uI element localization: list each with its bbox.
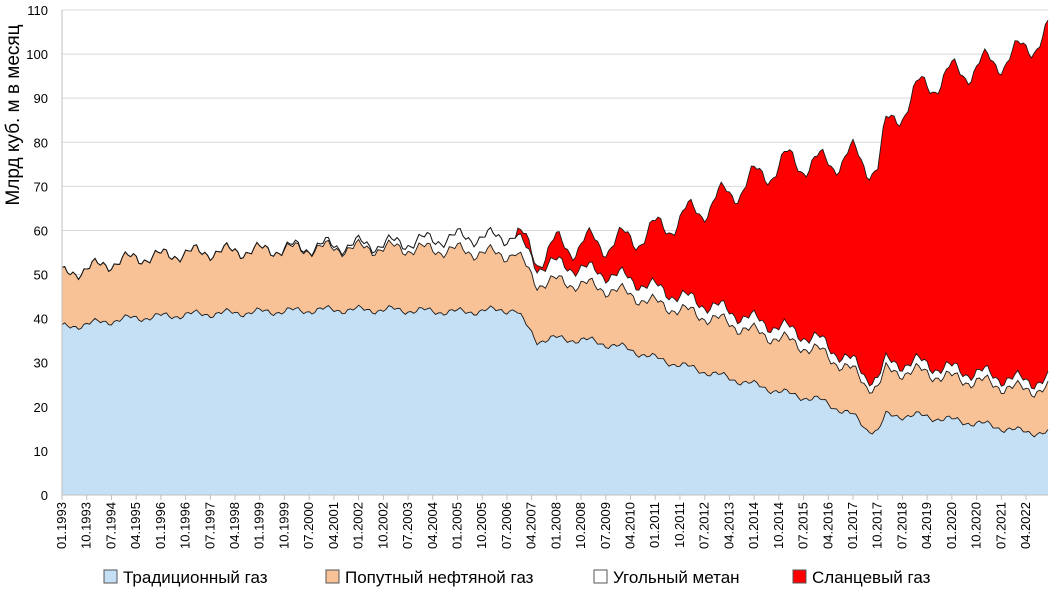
y-tick-label: 0 xyxy=(41,488,48,503)
x-tick-label: 07.1997 xyxy=(202,502,217,549)
x-tick-label: 10.2014 xyxy=(771,502,786,549)
series-area xyxy=(62,227,1048,398)
x-tick-label: 07.2018 xyxy=(894,502,909,549)
x-tick-label: 01.2005 xyxy=(449,502,464,549)
legend-swatch xyxy=(103,569,118,584)
x-tick-label: 07.2000 xyxy=(301,502,316,549)
legend: Традиционный газ Попутный нефтяной газ Уго… xyxy=(103,568,931,587)
x-tick-label: 04.1998 xyxy=(227,502,242,549)
x-tick-label: 10.2020 xyxy=(969,502,984,549)
series-areas xyxy=(61,19,1049,495)
x-tick-label: 01.2002 xyxy=(351,502,366,549)
y-tick-label: 10 xyxy=(34,444,48,459)
legend-swatch xyxy=(593,569,608,584)
x-tick-label: 10.2008 xyxy=(573,502,588,549)
y-tick-label: 70 xyxy=(34,179,48,194)
y-tick-label: 30 xyxy=(34,356,48,371)
x-tick-label: 07.2021 xyxy=(993,502,1008,549)
x-tick-label: 01.2017 xyxy=(845,502,860,549)
legend-label: Традиционный газ xyxy=(123,568,268,587)
x-tick-label: 04.1995 xyxy=(128,502,143,549)
x-tick-label: 04.2007 xyxy=(524,502,539,549)
y-tick-label: 80 xyxy=(34,135,48,150)
x-tick-label: 04.2022 xyxy=(1018,502,1033,549)
y-tick-label: 40 xyxy=(34,312,48,327)
series-area xyxy=(62,305,1048,495)
x-tick-label: 04.2004 xyxy=(425,502,440,549)
x-tick-label: 10.2005 xyxy=(474,502,489,549)
series-area xyxy=(62,20,1048,389)
series-boundary-line xyxy=(61,19,1049,281)
x-tick-label: 07.2015 xyxy=(796,502,811,549)
legend-swatch xyxy=(792,569,807,584)
series-boundary-line xyxy=(61,304,1049,438)
x-tick-label: 07.2012 xyxy=(697,502,712,549)
y-tick-label: 90 xyxy=(34,91,48,106)
x-axis: 01.1993 10.1993 07.1994 04.1995 01.1996 10.19… xyxy=(54,10,1048,549)
x-tick-label: 10.1993 xyxy=(79,502,94,549)
x-tick-label: 07.1994 xyxy=(103,502,118,549)
x-tick-label: 10.2017 xyxy=(870,502,885,549)
y-tick-label: 50 xyxy=(34,268,48,283)
x-tick-label: 01.1996 xyxy=(153,502,168,549)
x-tick-label: 04.2016 xyxy=(820,502,835,549)
x-tick-label: 10.1999 xyxy=(276,502,291,549)
x-tick-label: 01.2020 xyxy=(944,502,959,549)
y-axis: 0 10 20 30 40 50 60 70 80 90 100 110 xyxy=(26,3,48,503)
y-tick-label: 20 xyxy=(34,400,48,415)
legend-label: Угольный метан xyxy=(613,568,740,587)
x-tick-label: 10.1996 xyxy=(178,502,193,549)
x-tick-label: 07.2006 xyxy=(499,502,514,549)
y-axis-label: Млрд куб. м в месяц xyxy=(3,24,24,205)
x-tick-label: 01.2008 xyxy=(548,502,563,549)
x-tick-label: 10.2002 xyxy=(375,502,390,549)
legend-swatch xyxy=(325,569,340,584)
y-tick-label: 100 xyxy=(26,47,48,62)
x-tick-label: 07.2003 xyxy=(400,502,415,549)
x-tick-label: 10.2011 xyxy=(672,502,687,548)
y-tick-label: 110 xyxy=(27,3,48,18)
legend-label: Сланцевый газ xyxy=(812,568,931,587)
series-area xyxy=(62,239,1048,437)
x-tick-label: 04.2013 xyxy=(721,502,736,549)
x-tick-label: 04.2010 xyxy=(623,502,638,549)
y-tick-label: 60 xyxy=(34,223,48,238)
x-tick-label: 04.2001 xyxy=(326,502,341,549)
x-tick-label: 04.2019 xyxy=(919,502,934,549)
x-tick-label: 01.1999 xyxy=(252,502,267,549)
x-tick-label: 07.2009 xyxy=(598,502,613,549)
x-tick-label: 01.2014 xyxy=(746,502,761,549)
x-tick-label: 01.2011 xyxy=(647,502,662,548)
x-tick-label: 01.1993 xyxy=(54,502,69,549)
legend-label: Попутный нефтяной газ xyxy=(345,568,534,587)
